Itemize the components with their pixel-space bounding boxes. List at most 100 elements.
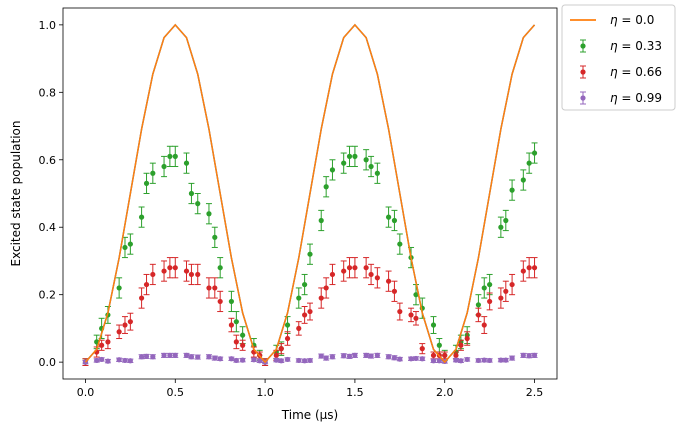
data-point — [498, 295, 504, 301]
data-point — [509, 355, 515, 361]
data-point — [346, 153, 353, 159]
data-point — [122, 322, 128, 328]
data-point — [150, 354, 156, 360]
plot-area — [82, 23, 538, 367]
data-point — [240, 342, 246, 348]
data-point — [352, 352, 358, 358]
data-point — [172, 265, 178, 271]
data-point — [503, 288, 509, 294]
data-point — [105, 339, 111, 345]
data-point — [498, 224, 504, 230]
data-point — [430, 358, 437, 364]
y-axis-ticks: 0.0 0.2 0.4 0.6 0.8 1.0 — [39, 19, 63, 369]
data-point — [391, 288, 398, 294]
data-point — [385, 214, 392, 220]
data-point — [509, 187, 515, 193]
data-point — [138, 214, 145, 220]
data-point — [206, 354, 212, 360]
series-line — [84, 23, 536, 364]
x-tick-label: 1.0 — [256, 386, 274, 399]
data-point — [385, 354, 392, 360]
data-point — [240, 332, 246, 338]
data-point — [374, 275, 380, 281]
data-point — [296, 357, 302, 364]
data-point — [161, 352, 167, 358]
data-point — [481, 285, 487, 291]
data-point — [212, 285, 218, 291]
data-point — [195, 271, 201, 278]
data-point — [419, 356, 425, 362]
data-point — [397, 308, 403, 315]
data-point — [296, 295, 302, 301]
data-point — [302, 312, 308, 318]
data-point — [195, 354, 201, 360]
data-point — [228, 356, 235, 362]
data-point — [346, 265, 353, 271]
data-point — [487, 357, 493, 364]
data-point — [475, 302, 482, 308]
data-point — [183, 268, 190, 274]
data-point — [503, 217, 509, 224]
x-axis-ticks: 0.0 0.5 1.0 1.5 2.0 2.5 — [77, 379, 543, 399]
data-point — [442, 352, 448, 358]
data-point — [150, 170, 156, 176]
data-point — [150, 271, 156, 278]
data-point — [323, 285, 329, 291]
data-point — [323, 355, 329, 361]
data-point — [453, 357, 459, 363]
data-point — [419, 346, 425, 352]
data-point — [346, 353, 353, 360]
data-point — [318, 295, 324, 301]
x-tick-label: 1.5 — [346, 386, 364, 399]
data-point — [464, 335, 470, 342]
data-point — [397, 241, 403, 247]
data-point — [296, 325, 302, 332]
data-point — [475, 312, 482, 318]
data-point — [273, 352, 279, 358]
data-point — [408, 312, 414, 318]
data-point — [161, 163, 167, 170]
data-point — [341, 268, 347, 274]
axes-frame — [62, 7, 558, 380]
data-point — [167, 265, 173, 271]
data-point — [183, 352, 190, 358]
y-tick-label: 0.0 — [39, 356, 57, 369]
y-tick-label: 0.2 — [39, 289, 57, 302]
data-point — [167, 153, 173, 159]
data-point — [481, 322, 487, 328]
data-point — [138, 295, 145, 301]
data-point — [487, 281, 493, 288]
data-point — [430, 322, 437, 328]
data-point — [284, 335, 291, 342]
legend-label: η = 0.99 — [610, 91, 662, 105]
data-point — [413, 355, 419, 362]
data-point — [302, 358, 308, 364]
y-tick-label: 0.8 — [39, 86, 57, 99]
data-point — [464, 356, 470, 363]
data-point — [318, 217, 324, 224]
y-tick-label: 0.4 — [39, 221, 57, 234]
series-2 — [82, 257, 538, 367]
data-point — [278, 346, 284, 352]
data-point — [278, 358, 284, 364]
data-point — [436, 342, 442, 348]
data-point — [302, 281, 308, 288]
x-tick-label: 0.5 — [167, 386, 185, 399]
data-point — [503, 357, 509, 363]
data-point — [116, 285, 122, 291]
data-point — [436, 358, 442, 364]
data-point — [284, 356, 291, 363]
data-point — [318, 353, 324, 359]
data-point — [368, 163, 374, 170]
data-point — [127, 319, 133, 325]
data-point — [520, 352, 526, 358]
data-point — [127, 241, 133, 247]
data-point — [99, 356, 105, 363]
data-point — [143, 353, 150, 360]
data-point — [122, 244, 128, 251]
data-point — [520, 177, 526, 183]
legend-box — [561, 4, 676, 111]
data-point — [352, 153, 358, 159]
data-point — [138, 354, 145, 360]
